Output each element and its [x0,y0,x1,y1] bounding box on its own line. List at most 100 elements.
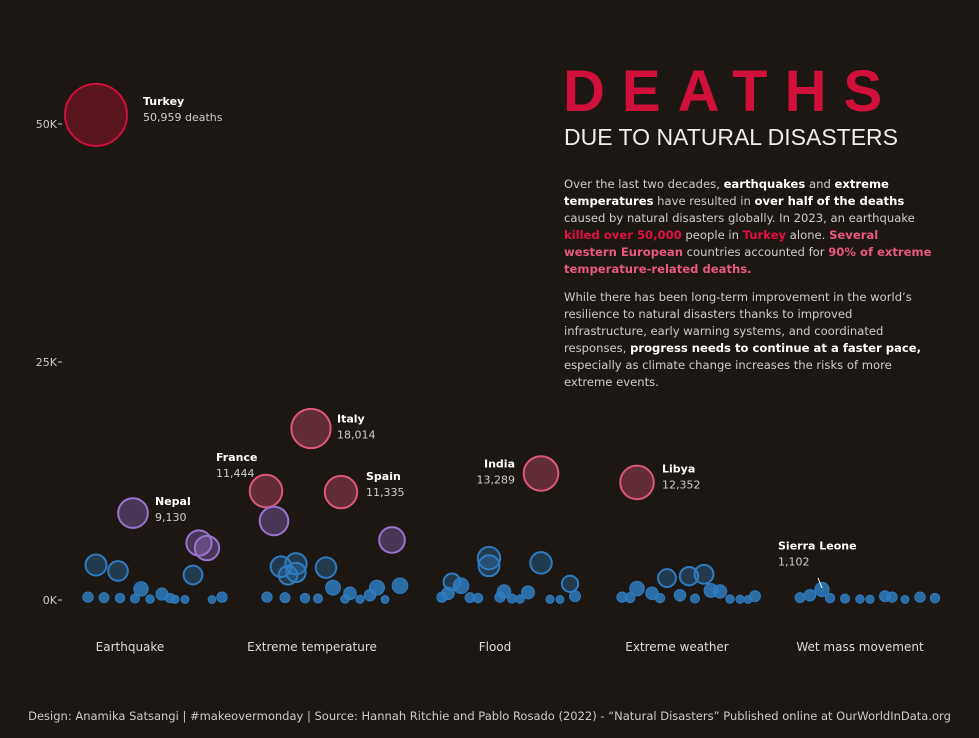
bubble-point [180,594,190,604]
category-label: Extreme temperature [247,640,377,654]
bubble-point [258,505,290,537]
country-value-label: 13,289 [477,473,516,486]
bubble-point [164,592,176,604]
bubble-point [712,584,728,599]
bubble-point [506,593,518,604]
intro-paragraph: Over the last two decades, earthquakes a… [564,177,932,276]
bubble-point [312,593,324,604]
bubble-point [555,594,565,604]
bubble-point [520,585,536,600]
bubble-point [84,553,108,577]
country-label: Libya [662,462,695,475]
bubble-point [560,574,580,593]
bubble-spain [323,474,359,510]
bubble-turkey [64,82,128,147]
bubble-point [629,580,645,597]
bubble-point [725,594,735,604]
country-value-label: 11,444 [216,467,255,480]
bubble-point [914,591,926,603]
bubble-point [839,593,851,604]
bubble-point [279,592,291,604]
page-subtitle: DUE TO NATURAL DISASTERS [564,124,898,150]
bubble-point [735,594,745,604]
country-label: France [216,451,257,464]
bubble-point [284,552,308,576]
country-label: Italy [337,413,365,426]
bubble-point [515,594,525,604]
bubble-point [436,591,448,603]
bubble-point [114,592,126,604]
bubble-nepal [117,497,149,529]
bubble-point [314,556,338,579]
footer-credits: Design: Anamika Satsangi | #makeovermond… [28,709,951,723]
bubble-point [569,590,581,603]
bubble-point [624,592,636,604]
outlook-paragraph: While there has been long-term improveme… [564,290,922,389]
bubble-point [380,594,390,604]
bubble-point [182,564,204,586]
bubble-point [654,592,666,604]
category-label: Flood [479,640,512,654]
bubble-point [391,577,409,595]
bubble-point [82,591,94,603]
country-label: Spain [366,470,401,483]
bubble-point [929,592,941,604]
bubble-italy [290,407,332,450]
label-leader-line [817,577,823,589]
country-value-label: 1,102 [778,556,810,569]
bubble-point [824,592,836,604]
country-value-label: 18,014 [337,429,376,442]
bubble-point [476,545,502,571]
bubble-point [477,554,501,578]
bubble-point [529,551,553,575]
country-value-label: 50,959 deaths [143,111,223,124]
bubble-point [363,588,377,602]
category-label: Extreme weather [625,640,729,654]
bubble-point [107,560,129,582]
bubble-point [285,561,307,584]
bubble-point [900,594,910,604]
y-tick-label: 25K [36,356,58,369]
bubble-point [678,566,700,587]
bubble-point [378,526,406,554]
country-label: Sierra Leone [778,540,857,553]
bubble-sierra-leone [814,581,830,598]
bubble-point [145,594,155,604]
bubble-point [749,590,761,603]
category-label: Earthquake [96,640,165,654]
country-label: Turkey [143,95,184,108]
bubble-point [299,592,311,604]
bubble-point [325,579,341,596]
category-label: Wet mass movement [796,640,924,654]
bubble-libya [619,464,655,501]
bubble-point [545,594,555,604]
bubble-point [193,534,221,562]
country-value-label: 9,130 [155,511,187,524]
bubble-point [452,577,470,595]
bubble-point [207,595,217,604]
bubble-point [494,591,506,603]
bubble-point [340,594,350,604]
country-label: Nepal [155,495,191,508]
bubble-point [673,588,687,602]
bubble-point [98,592,110,604]
bubble-point [261,591,273,603]
bubble-point [129,593,141,604]
bubble-point [689,593,701,604]
bubble-france [248,473,284,509]
bubble-point [472,592,484,604]
bubble-point [886,591,898,603]
y-tick-label: 0K [43,594,58,607]
bubble-point [693,563,715,585]
bubble-point [216,591,228,603]
bubble-point [657,568,677,589]
y-tick-label: 50K [36,118,58,131]
country-value-label: 12,352 [662,478,701,491]
bubble-point [133,581,149,597]
country-value-label: 11,335 [366,486,405,499]
bubble-point [855,594,865,604]
bubble-point [794,592,806,604]
country-label: India [484,457,515,470]
